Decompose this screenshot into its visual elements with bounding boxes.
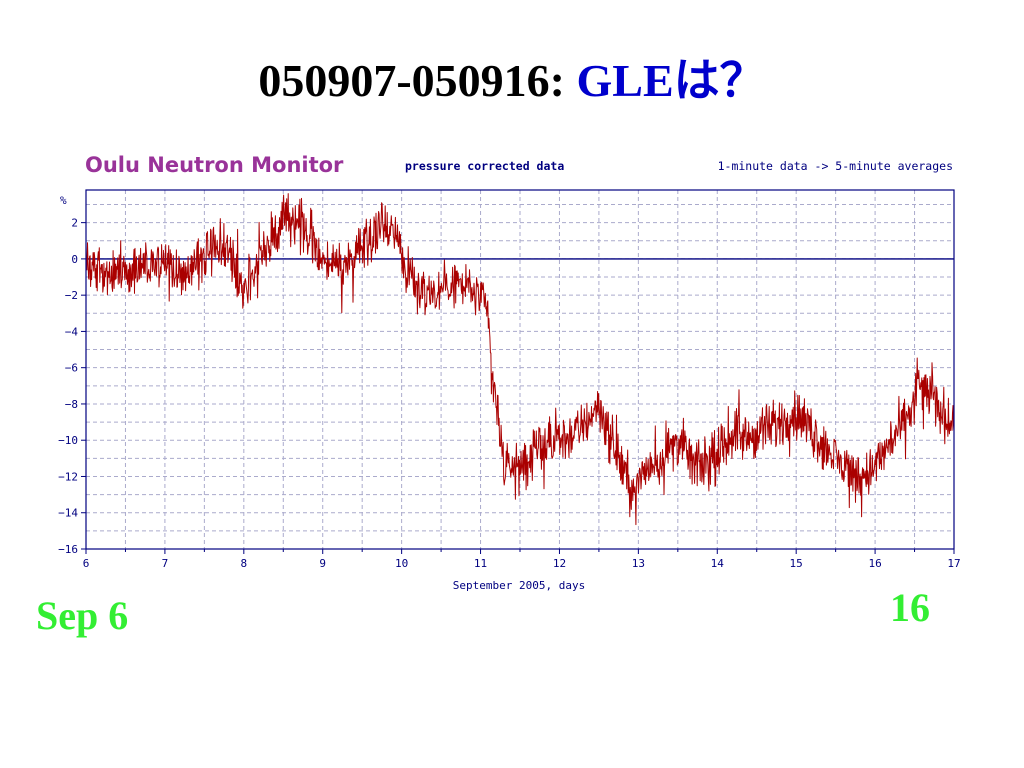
x-tick-label: 15 <box>790 557 803 570</box>
slide-title-main: 050907-050916: <box>258 55 577 106</box>
chart-note: 1-minute data -> 5-minute averages <box>718 159 953 173</box>
grid-layer <box>86 190 954 549</box>
y-tick-label: −16 <box>58 543 78 556</box>
x-tick-label: 6 <box>83 557 90 570</box>
plot-frame <box>85 189 955 550</box>
chart-title: Oulu Neutron Monitor <box>85 153 344 177</box>
y-tick-label: −2 <box>65 289 78 302</box>
x-tick-label: 12 <box>553 557 566 570</box>
end-date-label: 16 <box>890 585 930 630</box>
x-tick-label: 8 <box>241 557 248 570</box>
start-date-label: Sep 6 <box>36 593 129 638</box>
y-tick-label: 2 <box>71 217 78 230</box>
x-tick-label: 9 <box>319 557 326 570</box>
y-tick-label: −12 <box>58 470 78 483</box>
x-tick-label: 10 <box>395 557 408 570</box>
x-axis-label: September 2005, days <box>453 579 585 592</box>
slide-title: 050907-050916: GLEは？ <box>0 44 1024 110</box>
y-axis-label: % <box>60 194 67 207</box>
y-tick-label: −6 <box>65 362 78 375</box>
chart-subtitle: pressure corrected data <box>405 159 564 173</box>
x-tick-label: 13 <box>632 557 645 570</box>
y-tick-label: −4 <box>65 325 79 338</box>
y-tick-label: −14 <box>58 507 78 520</box>
x-tick-label: 16 <box>868 557 881 570</box>
x-tick-label: 14 <box>711 557 725 570</box>
y-tick-label: 0 <box>71 253 78 266</box>
y-tick-label: −8 <box>65 398 78 411</box>
x-tick-label: 17 <box>947 557 960 570</box>
data-layer <box>85 193 955 526</box>
y-tick-label: −10 <box>58 434 78 447</box>
slide-title-accent: GLEは？ <box>576 55 766 106</box>
x-tick-label: 7 <box>162 557 169 570</box>
data-series-line <box>85 193 955 526</box>
x-tick-layer: 6 7 8 9 10 11 12 13 14 15 16 17 <box>83 549 961 570</box>
y-tick-layer: 2 0 −2 −4 −6 −8 −10 −12 −14 −16 <box>58 217 86 556</box>
x-tick-label: 11 <box>474 557 487 570</box>
